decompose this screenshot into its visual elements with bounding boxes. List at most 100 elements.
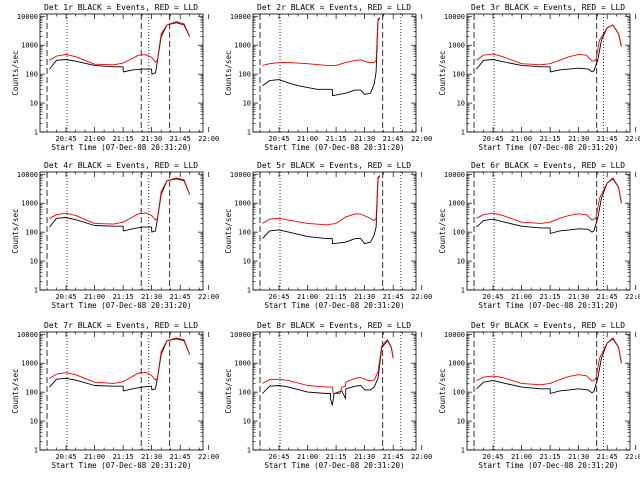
plot-frame xyxy=(252,171,417,291)
y-tick-label: 10000 xyxy=(444,331,465,339)
x-tick-label: 20:45 xyxy=(483,135,504,143)
detector-panel: Det 8r BLACK = Events, RED = LLD 1 10 100 10… xyxy=(224,321,432,470)
events-series-line xyxy=(476,178,622,234)
detector-panel: Det 3r BLACK = Events, RED = LLD 1 10 100 10… xyxy=(438,3,640,152)
x-tick-label: 22:00 xyxy=(198,135,219,143)
y-tick-label: 1000 xyxy=(234,42,251,50)
x-tick-label: 22:00 xyxy=(411,453,432,461)
events-series-line xyxy=(49,178,191,233)
x-tick-label: 21:00 xyxy=(84,293,105,301)
x-tick-label: 22:00 xyxy=(625,453,640,461)
lld-series-line xyxy=(262,17,381,66)
events-series-line xyxy=(262,17,381,97)
x-tick-label: 21:45 xyxy=(170,453,191,461)
y-tick-label: 100 xyxy=(25,229,38,237)
panel-title: Det 8r BLACK = Events, RED = LLD xyxy=(257,321,411,330)
y-tick-label: 10 xyxy=(243,258,251,266)
y-tick-label: 100 xyxy=(238,389,251,397)
y-tick-label: 10000 xyxy=(444,13,465,21)
y-tick-label: 10 xyxy=(243,100,251,108)
events-series-line xyxy=(49,338,191,392)
x-tick-label: 21:30 xyxy=(141,293,162,301)
y-tick-label: 1000 xyxy=(448,200,465,208)
x-axis-label: Start Time (07-Dec-08 20:31:20) xyxy=(52,461,192,470)
x-tick-label: 21:00 xyxy=(84,453,105,461)
x-tick-label: 21:15 xyxy=(540,293,561,301)
lld-series-line xyxy=(262,175,381,226)
x-tick-label: 21:45 xyxy=(383,453,404,461)
events-series-line xyxy=(476,24,622,73)
x-tick-label: 21:15 xyxy=(326,293,347,301)
panel-title: Det 5r BLACK = Events, RED = LLD xyxy=(257,161,411,170)
x-axis-label: Start Time (07-Dec-08 20:31:20) xyxy=(479,143,619,152)
x-tick-label: 21:30 xyxy=(568,453,589,461)
x-tick-label: 22:00 xyxy=(198,293,219,301)
lld-series-line xyxy=(476,337,622,386)
y-tick-label: 10 xyxy=(457,258,465,266)
x-tick-label: 21:00 xyxy=(84,135,105,143)
y-tick-label: 1000 xyxy=(21,360,38,368)
y-tick-label: 10000 xyxy=(17,331,38,339)
lld-series-line xyxy=(49,337,191,384)
y-tick-label: 1 xyxy=(34,447,38,455)
y-tick-label: 10000 xyxy=(17,171,38,179)
y-tick-label: 1000 xyxy=(234,200,251,208)
y-tick-label: 1000 xyxy=(448,42,465,50)
y-axis-label: Counts/sec xyxy=(11,50,20,95)
plot-frame xyxy=(39,171,204,291)
x-tick-label: 21:30 xyxy=(568,293,589,301)
y-tick-label: 10 xyxy=(457,418,465,426)
panel-title: Det 7r BLACK = Events, RED = LLD xyxy=(44,321,198,330)
plot-frame xyxy=(252,13,417,133)
x-tick-label: 21:45 xyxy=(597,293,618,301)
x-tick-label: 21:00 xyxy=(297,453,318,461)
x-axis-label: Start Time (07-Dec-08 20:31:20) xyxy=(52,301,192,310)
detector-panel: Det 1r BLACK = Events, RED = LLD 1 10 100 10… xyxy=(11,3,219,152)
y-tick-label: 1 xyxy=(247,129,251,137)
x-tick-label: 21:00 xyxy=(511,453,532,461)
x-tick-label: 21:00 xyxy=(511,135,532,143)
x-tick-label: 22:00 xyxy=(198,453,219,461)
y-axis-label: Counts/sec xyxy=(224,208,233,253)
x-tick-label: 21:45 xyxy=(383,293,404,301)
x-tick-label: 21:00 xyxy=(511,293,532,301)
y-tick-label: 100 xyxy=(452,71,465,79)
y-tick-label: 10 xyxy=(30,100,38,108)
x-tick-label: 20:45 xyxy=(269,135,290,143)
y-tick-label: 100 xyxy=(452,229,465,237)
events-series-line xyxy=(262,340,394,406)
y-tick-label: 1000 xyxy=(21,42,38,50)
y-tick-label: 10000 xyxy=(230,171,251,179)
y-axis-label: Counts/sec xyxy=(224,368,233,413)
x-tick-label: 21:15 xyxy=(326,453,347,461)
x-axis-label: Start Time (07-Dec-08 20:31:20) xyxy=(52,143,192,152)
panel-title: Det 3r BLACK = Events, RED = LLD xyxy=(471,3,625,12)
x-tick-label: 21:45 xyxy=(597,135,618,143)
x-tick-label: 21:45 xyxy=(383,135,404,143)
y-tick-label: 1 xyxy=(461,129,465,137)
x-tick-label: 20:45 xyxy=(56,293,77,301)
x-tick-label: 20:45 xyxy=(56,453,77,461)
y-tick-label: 10 xyxy=(243,418,251,426)
y-tick-label: 10000 xyxy=(444,171,465,179)
y-tick-label: 10000 xyxy=(17,13,38,21)
x-tick-label: 21:15 xyxy=(113,293,134,301)
y-axis-label: Counts/sec xyxy=(11,368,20,413)
lld-series-line xyxy=(262,339,394,394)
y-tick-label: 100 xyxy=(25,389,38,397)
x-tick-label: 21:30 xyxy=(141,135,162,143)
x-axis-label: Start Time (07-Dec-08 20:31:20) xyxy=(479,461,619,470)
x-tick-label: 21:15 xyxy=(540,453,561,461)
panel-title: Det 1r BLACK = Events, RED = LLD xyxy=(44,3,198,12)
lld-series-line xyxy=(49,177,191,225)
panel-title: Det 2r BLACK = Events, RED = LLD xyxy=(257,3,411,12)
y-axis-label: Counts/sec xyxy=(224,50,233,95)
x-tick-label: 21:00 xyxy=(297,135,318,143)
x-tick-label: 21:15 xyxy=(326,135,347,143)
x-tick-label: 20:45 xyxy=(483,293,504,301)
x-tick-label: 21:45 xyxy=(170,135,191,143)
lld-series-line xyxy=(49,21,191,66)
y-tick-label: 1000 xyxy=(21,200,38,208)
y-tick-label: 1 xyxy=(247,447,251,455)
x-tick-label: 21:15 xyxy=(540,135,561,143)
